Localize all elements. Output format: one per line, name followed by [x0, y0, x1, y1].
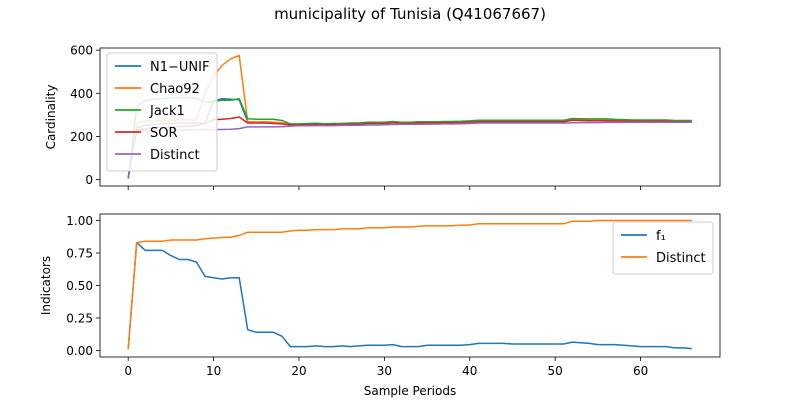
- y-tick-label: 0.50: [66, 279, 93, 293]
- legend-label: Distinct: [656, 251, 706, 266]
- y-axis-label: Indicators: [39, 256, 53, 315]
- x-tick-label: 10: [206, 364, 221, 378]
- y-tick-label: 0.25: [66, 312, 93, 326]
- x-tick-label: 40: [462, 364, 477, 378]
- y-tick-label: 200: [70, 130, 93, 144]
- y-tick-label: 0: [85, 173, 93, 187]
- x-tick-label: 20: [291, 364, 306, 378]
- x-axis-label: Sample Periods: [364, 384, 456, 398]
- cardinality-plot: 0 200 400 600 Cardinality N1−UNIF Chao92 Jack1 S…: [44, 44, 721, 190]
- legend-label: Jack1: [149, 104, 185, 119]
- legend: N1−UNIF Chao92 Jack1 SOR Distinct: [106, 52, 218, 172]
- series-line-cardinality-3: [127, 116, 692, 179]
- figure-title: municipality of Tunisia (Q41067667): [274, 5, 546, 23]
- x-tick-label: 0: [124, 364, 132, 378]
- y-tick-label: 0.75: [66, 247, 93, 261]
- legend-label: SOR: [150, 126, 178, 141]
- legend-label: N1−UNIF: [150, 60, 209, 75]
- series-line-indicators-0: [127, 241, 692, 350]
- y-axis-label: Cardinality: [44, 85, 58, 150]
- x-tick-label: 30: [377, 364, 392, 378]
- indicators-plot: 0 10 20 30 40 50 60 0.00 0.25 0.50 0.75 1.00 Indicat…: [39, 213, 721, 398]
- legend-label: f₁: [656, 229, 666, 244]
- legend: f₁ Distinct: [612, 221, 714, 275]
- series-line-cardinality-2: [127, 96, 692, 179]
- x-tick-label: 50: [548, 364, 563, 378]
- y-tick-label: 400: [70, 87, 93, 101]
- series-line-indicators-1: [127, 219, 692, 350]
- x-tick-label: 60: [633, 364, 648, 378]
- axes-frame: [99, 47, 721, 187]
- series-line-cardinality-4: [127, 121, 692, 179]
- y-tick-label: 600: [70, 44, 93, 58]
- legend-label: Distinct: [150, 148, 200, 163]
- y-tick-label: 0.00: [66, 344, 93, 358]
- legend-label: Chao92: [150, 82, 200, 97]
- y-tick-label: 1.00: [66, 214, 93, 228]
- legend-box: [106, 52, 218, 172]
